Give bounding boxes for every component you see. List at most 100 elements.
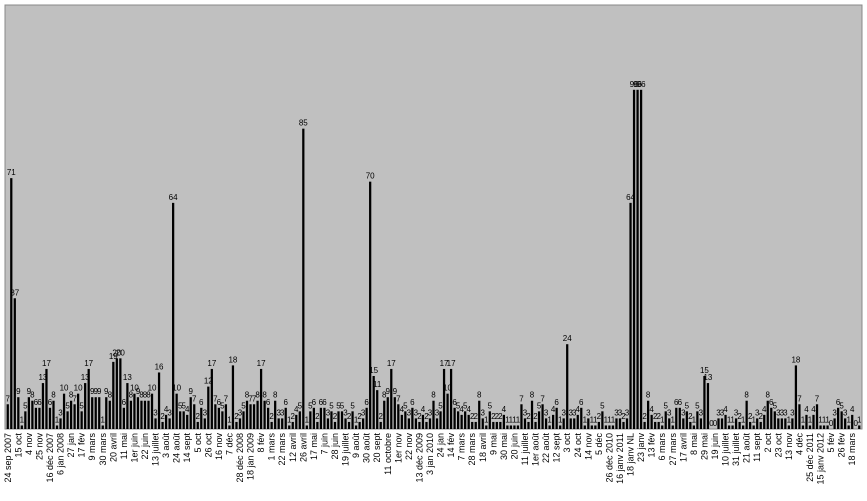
value-label: 1 — [671, 415, 676, 424]
bar — [478, 400, 481, 429]
bar — [140, 400, 143, 429]
bar — [801, 425, 805, 429]
bar — [105, 397, 108, 429]
x-tick-label: 11 sept — [752, 433, 762, 462]
bar — [129, 400, 133, 429]
value-label: 3 — [843, 408, 848, 417]
value-label: 3 — [326, 408, 331, 417]
value-label: 24 — [563, 334, 572, 343]
value-label: 8 — [255, 391, 260, 400]
value-label: 1 — [825, 415, 830, 424]
value-label: 8 — [69, 391, 74, 400]
value-label: 1 — [822, 415, 827, 424]
value-label: 7 — [72, 394, 77, 403]
value-label: 5 — [839, 401, 844, 410]
value-label: 6 — [410, 398, 415, 407]
value-label: 1 — [751, 415, 756, 424]
value-label: 1 — [509, 415, 514, 424]
bar — [513, 425, 516, 429]
bar — [358, 421, 361, 429]
value-label: 3 — [343, 408, 348, 417]
value-label: 3 — [783, 408, 788, 417]
value-label: 5 — [463, 401, 468, 410]
value-label: 8 — [431, 391, 436, 400]
bar — [759, 421, 762, 429]
x-tick-label: 20 sept — [372, 433, 382, 463]
x-tick-label: 15 oct — [13, 433, 23, 458]
bar — [594, 425, 597, 429]
bar — [98, 397, 101, 429]
value-label: 3 — [544, 408, 549, 417]
value-label: 5 — [537, 401, 542, 410]
x-tick-label: 11 mai — [119, 433, 129, 459]
bar — [717, 418, 720, 429]
bar — [362, 418, 365, 429]
bar — [453, 407, 456, 429]
bar — [175, 393, 178, 429]
value-label: 3 — [572, 408, 577, 417]
bar — [457, 411, 460, 429]
bar — [421, 414, 425, 429]
bar — [467, 414, 470, 429]
bar — [559, 425, 562, 429]
value-label: 8 — [108, 391, 113, 400]
bar — [369, 181, 372, 429]
value-label: 2 — [196, 412, 201, 421]
bar — [632, 89, 636, 430]
value-label: 5 — [23, 401, 28, 410]
bar — [221, 411, 224, 429]
bar — [13, 298, 16, 429]
bar — [552, 414, 555, 429]
bar — [562, 418, 565, 429]
value-label: 5 — [695, 401, 700, 410]
value-label: 2 — [269, 412, 274, 421]
value-label: 3 — [238, 408, 243, 417]
bar — [608, 425, 611, 429]
bar — [386, 397, 389, 429]
bar — [580, 407, 583, 429]
value-label: 1 — [590, 415, 595, 424]
value-label: 6 — [34, 398, 39, 407]
x-tick-label: 6 jan 2008 — [56, 433, 66, 475]
bar — [150, 393, 154, 429]
bar — [203, 418, 206, 429]
x-tick-label: 13 fév — [647, 433, 657, 458]
value-label: 5 — [438, 401, 443, 410]
bar — [337, 411, 340, 429]
bar — [298, 411, 301, 429]
bar — [636, 89, 639, 430]
bar — [200, 407, 203, 429]
value-label: 1 — [727, 415, 732, 424]
bar — [474, 421, 477, 429]
bar — [112, 361, 115, 429]
bar — [228, 425, 231, 429]
value-label: 4 — [551, 405, 556, 414]
x-tick-label: 1er août — [531, 433, 541, 467]
bar — [858, 425, 861, 429]
value-label: 3 — [435, 408, 440, 417]
value-label: 5 — [220, 401, 225, 410]
x-tick-label: 11 juillet — [520, 433, 530, 466]
value-label: 8 — [262, 391, 267, 400]
value-label: 2 — [424, 412, 429, 421]
bar — [242, 411, 245, 429]
bar — [277, 418, 280, 429]
bar — [668, 418, 671, 429]
bar — [411, 407, 414, 429]
value-label: 4 — [850, 405, 855, 414]
value-label: 1 — [20, 415, 25, 424]
value-label: 2 — [347, 412, 352, 421]
value-label: 1 — [227, 415, 232, 424]
value-label: 2 — [160, 412, 165, 421]
bar — [397, 404, 400, 429]
value-label: 11 — [373, 380, 382, 389]
value-label: 1 — [558, 415, 563, 424]
bar — [661, 425, 664, 429]
x-tick-label: 14 fév — [446, 433, 456, 458]
bar — [699, 418, 703, 429]
value-label: 1 — [547, 415, 552, 424]
bar — [34, 407, 38, 429]
x-tick-label: 15 janv 2012 — [816, 433, 826, 485]
value-label: 8 — [382, 391, 387, 400]
value-label: 3 — [716, 408, 721, 417]
